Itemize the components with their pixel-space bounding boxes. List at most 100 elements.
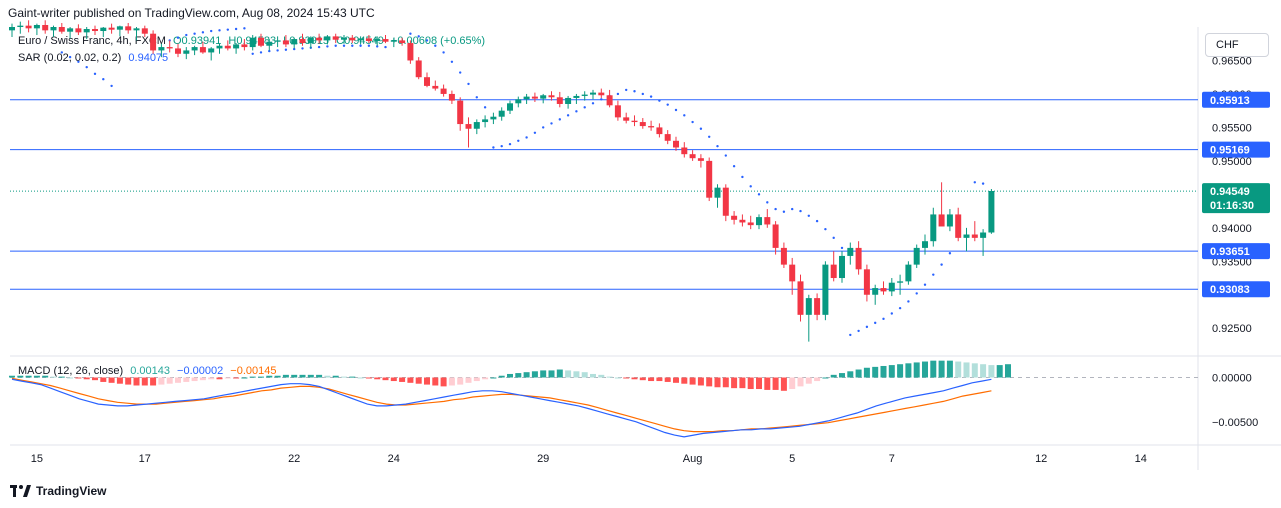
- candle-body: [141, 28, 148, 34]
- candle-body: [374, 39, 381, 42]
- macd-hist-bar: [805, 377, 812, 384]
- candle-body: [133, 28, 140, 31]
- sar-point: [268, 49, 271, 53]
- candle-body: [266, 41, 273, 46]
- candle-body: [92, 29, 98, 32]
- macd-hist-value: 0.00143: [130, 365, 170, 377]
- candle-body: [515, 99, 522, 104]
- price-tick-label: 0.94000: [1212, 223, 1252, 235]
- macd-hist-bar: [988, 365, 995, 378]
- sar-point: [625, 88, 628, 92]
- macd-hist-bar: [382, 377, 389, 381]
- macd-hist-bar: [648, 377, 655, 382]
- candle-body: [258, 37, 264, 46]
- macd-hist-bar: [756, 377, 762, 390]
- macd-hist-bar: [92, 377, 98, 381]
- macd-hist-bar: [399, 377, 406, 382]
- sar-point: [110, 84, 113, 88]
- candle-body: [648, 126, 655, 128]
- macd-hist-bar: [946, 360, 953, 378]
- candle-body: [365, 38, 372, 42]
- macd-hist-bar: [556, 369, 563, 378]
- candle-body: [482, 119, 489, 123]
- macd-hist-bar: [341, 376, 347, 378]
- sar-point: [251, 52, 254, 55]
- macd-label[interactable]: MACD (12, 26, close): [18, 365, 124, 377]
- macd-hist-bar: [814, 377, 821, 382]
- candle-body: [216, 45, 223, 49]
- macd-hist-bar: [606, 376, 613, 378]
- grid: [10, 27, 1281, 470]
- sar-point: [791, 207, 794, 211]
- symbol-title[interactable]: Euro / Swiss Franc, 4h, FXCM: [18, 35, 166, 47]
- candle-body: [590, 92, 596, 95]
- sar-point: [93, 72, 97, 76]
- macd-hist-bar: [963, 362, 970, 378]
- candle-body: [531, 96, 538, 99]
- macd-hist-bar: [797, 377, 804, 387]
- macd-hist-bar: [75, 377, 82, 379]
- candle-body: [681, 147, 688, 155]
- sar-point: [641, 92, 644, 96]
- sar-point: [409, 32, 412, 35]
- sar-point: [193, 32, 196, 35]
- macd-hist-bar: [216, 377, 223, 380]
- footer-brand[interactable]: TradingView: [10, 484, 106, 498]
- macd-hist-bar: [955, 361, 962, 378]
- sar-point: [442, 51, 445, 54]
- macd-hist-bar: [432, 377, 439, 386]
- candle-body: [75, 28, 82, 33]
- sar-point: [699, 127, 703, 130]
- sar-point: [741, 175, 744, 179]
- candle-body: [473, 122, 480, 129]
- sar-point: [218, 29, 221, 32]
- candle-body: [50, 27, 57, 31]
- candle-body: [971, 234, 978, 238]
- candle-body: [166, 47, 173, 49]
- macd-hist-bar: [872, 366, 879, 378]
- sar-point: [633, 90, 636, 93]
- sar-point: [674, 108, 678, 112]
- sar-point: [915, 292, 918, 295]
- candle-body: [274, 40, 281, 42]
- candle-body: [963, 234, 970, 238]
- time-tick-label: 24: [388, 453, 400, 465]
- macd-hist-bar: [980, 364, 987, 378]
- currency-button[interactable]: CHF: [1205, 33, 1269, 57]
- candle-body: [980, 232, 987, 238]
- candle-body: [631, 120, 638, 123]
- macd-hist-bar: [125, 377, 132, 385]
- macd-hist-bar: [598, 374, 605, 378]
- time-tick-label: 12: [1035, 453, 1047, 465]
- macd-hist-bar: [448, 377, 455, 386]
- macd-hist-bar: [365, 377, 372, 379]
- candle-body: [332, 36, 339, 40]
- sar-point: [326, 45, 329, 48]
- macd-hist-bar: [764, 377, 771, 390]
- candle-body: [282, 40, 289, 45]
- macd-hist-bar: [697, 377, 704, 386]
- sar-point: [766, 201, 769, 204]
- macd-signal-value: −0.00145: [230, 365, 277, 377]
- candle-body: [581, 94, 588, 96]
- macd-hist-bar: [739, 377, 746, 389]
- candle-body: [664, 134, 671, 141]
- macd-hist-bar: [100, 377, 107, 382]
- sar-point: [923, 283, 927, 286]
- sar-point: [666, 103, 669, 106]
- sar-point: [293, 47, 296, 51]
- macd-histogram: [9, 360, 1011, 391]
- sar-point: [600, 98, 603, 101]
- macd-hist-bar: [224, 377, 231, 379]
- candle-body: [241, 44, 248, 48]
- candle-body: [175, 48, 181, 54]
- sar-point: [932, 273, 935, 276]
- candle-body: [938, 214, 945, 227]
- macd-hist-bar: [83, 377, 90, 380]
- level-price-tag: [1202, 243, 1270, 260]
- time-tick-label: 15: [31, 453, 43, 465]
- candle-body: [507, 103, 513, 111]
- sar-point: [898, 306, 902, 310]
- macd-hist-bar: [548, 370, 555, 378]
